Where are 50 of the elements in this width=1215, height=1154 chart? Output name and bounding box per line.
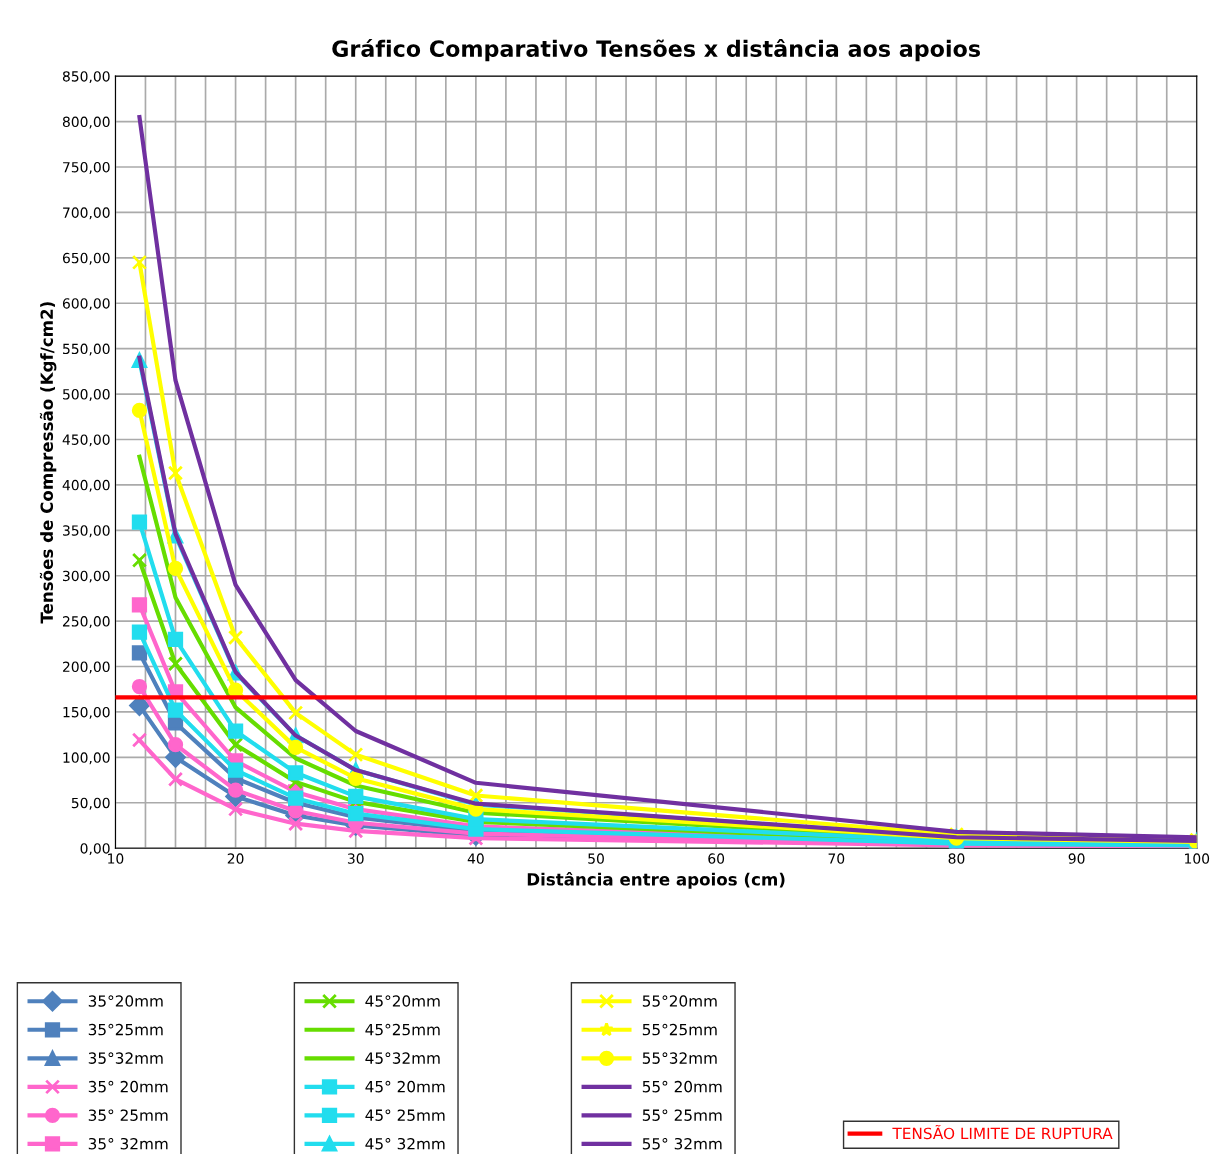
x-tick-label: 20 [227,853,244,864]
y-tick-label: 850,00 [62,71,110,84]
y-tick-label: 200,00 [62,661,110,674]
x-tick-label: 50 [588,853,604,864]
y-tick-label: 0,00 [80,843,110,856]
legend-label: 45°25mm [365,1023,440,1036]
y-tick-label: 650,00 [62,252,110,265]
y-tick-label: 50,00 [71,797,110,810]
legend-label: 45°32mm [365,1052,440,1064]
legend-label: 35° 32mm [88,1137,168,1150]
y-tick-label: 750,00 [63,161,110,174]
y-tick-label: 700,00 [63,207,110,220]
y-tick-label: 250,00 [62,616,110,629]
y-tick-label: 100,00 [63,752,110,765]
legend-label: 35°32mm [88,1052,163,1064]
x-tick-label: 90 [1068,853,1085,864]
legend-label: 55°20mm [642,995,717,1007]
x-tick-label: 80 [948,853,965,864]
legend-label: 45°20mm [365,995,440,1007]
x-tick-label: 40 [467,853,484,864]
y-tick-label: 450,00 [62,434,110,447]
y-tick-label: 800,00 [62,116,110,129]
y-tick-label: 400,00 [62,479,110,492]
legend-label: TENSÃO LIMITE DE RUPTURA [892,1124,1113,1140]
x-axis-title: Distância entre apoios (cm) [527,872,785,889]
legend-label: 55°32mm [642,1052,717,1064]
legend-label: 55° 32mm [642,1137,722,1150]
y-tick-label: 500,00 [63,389,110,401]
y-tick-label: 550,00 [63,343,110,356]
legend-label: 45° 20mm [365,1080,445,1093]
x-tick-label: 10 [108,853,124,864]
y-tick-label: 150,00 [63,706,110,719]
legend-label: 55°25mm [642,1023,717,1036]
x-tick-label: 70 [828,853,845,864]
x-tick-label: 30 [347,853,364,864]
y-tick-label: 600,00 [62,298,110,311]
y-tick-label: 300,00 [63,570,110,583]
legend-label: 45° 25mm [365,1109,445,1121]
legend-label: 45° 32mm [365,1137,445,1150]
x-tick-label: 100 [1185,853,1210,864]
y-axis-title: Tensões de Compressão (Kgf/cm2) [39,302,57,624]
chart-title: Gráfico Comparativo Tensões x distância aos apoios [332,38,980,62]
legend-label: 55° 25mm [642,1109,722,1121]
legend-label: 55° 20mm [642,1080,722,1093]
x-tick-label: 60 [708,853,725,864]
y-tick-label: 350,00 [63,525,110,538]
legend-label: 35° 20mm [88,1080,168,1093]
legend-label: 35°20mm [88,995,163,1007]
legend-label: 35°25mm [88,1023,163,1036]
legend-label: 35° 25mm [88,1109,168,1121]
